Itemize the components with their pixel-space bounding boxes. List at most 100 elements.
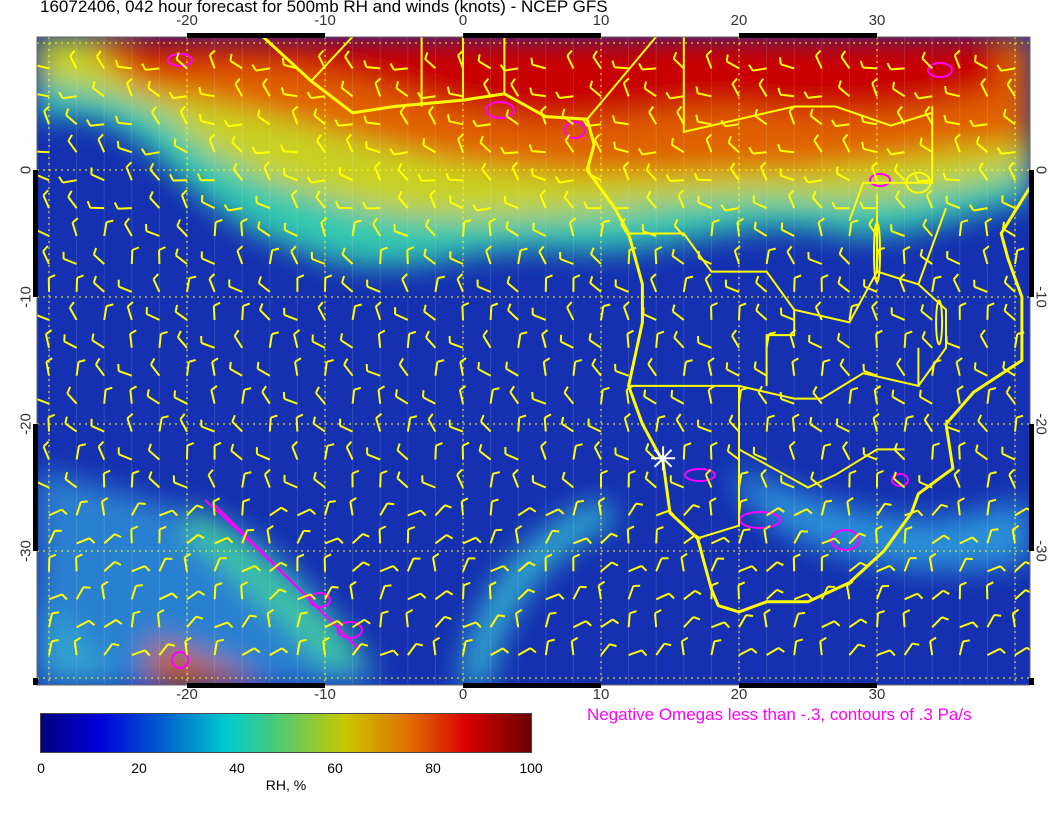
wind-barb [958, 639, 971, 656]
wind-barb [758, 78, 768, 97]
wind-barb [613, 141, 629, 154]
wind-barb [645, 163, 657, 181]
wind-barb [64, 472, 78, 489]
edge-bar-left [33, 424, 38, 551]
wind-barb [987, 565, 1007, 573]
wind-barb [655, 642, 672, 656]
wind-barb [213, 582, 223, 600]
wind-barb [973, 362, 988, 377]
wind-barb [344, 50, 354, 69]
wind-barb [627, 502, 644, 516]
wind-barb [753, 221, 768, 237]
wind-barb [600, 532, 618, 545]
wind-barb [174, 248, 188, 265]
wind-barb [296, 553, 305, 572]
wind-barb [655, 526, 664, 544]
wind-barb [37, 398, 50, 405]
wind-barb [159, 509, 179, 517]
wind-barb [600, 618, 620, 629]
wind-barb [876, 584, 890, 600]
wind-barb [511, 161, 520, 181]
wind-barb [748, 146, 767, 155]
wind-barb [351, 561, 370, 573]
wind-barb [149, 162, 161, 181]
wind-barb [541, 329, 549, 349]
wind-barb [996, 147, 1016, 155]
wind-barb [37, 167, 50, 182]
colorbar-tick: 40 [229, 760, 245, 776]
wind-barb [429, 189, 437, 209]
wind-barb [200, 419, 215, 433]
wind-barb [306, 91, 326, 100]
wind-barb [680, 552, 688, 572]
wind-barb [73, 636, 82, 656]
wind-barb [75, 274, 84, 292]
wind-barb [255, 447, 271, 461]
wind-barb [379, 246, 388, 265]
wind-barb [544, 274, 553, 292]
wind-barb [341, 247, 354, 265]
wind-barb [241, 564, 261, 573]
wind-barb [114, 59, 132, 70]
wind-barb [611, 60, 629, 70]
wind-barb [654, 246, 663, 265]
wind-barb [378, 525, 387, 544]
wind-barb [517, 647, 537, 656]
wind-barb [670, 137, 685, 154]
wind-barb [570, 636, 579, 656]
wind-barb [1002, 108, 1016, 126]
wind-barb [903, 526, 913, 544]
wind-barb [76, 537, 96, 545]
wind-barb [922, 218, 933, 237]
wind-barb [820, 358, 831, 376]
wind-barb [726, 444, 740, 461]
rh-wind-map [33, 33, 1034, 688]
colorbar-label: RH, % [265, 777, 307, 793]
wind-barb [283, 168, 298, 182]
wind-barb [211, 357, 219, 376]
wind-barb [507, 303, 519, 321]
wind-barb [986, 614, 1002, 628]
wind-barb [793, 274, 802, 292]
wind-barb [736, 217, 744, 237]
wind-barb [766, 647, 785, 656]
wind-barb [363, 60, 381, 70]
wind-barb [886, 147, 905, 156]
rh-colorbar [40, 713, 532, 753]
wind-barb [212, 301, 221, 320]
wind-barb [241, 498, 251, 516]
wind-barb [425, 330, 437, 349]
wind-barb [389, 148, 408, 156]
wind-barb [707, 357, 715, 376]
wind-barb [262, 77, 271, 97]
wind-barb [446, 86, 464, 98]
wind-barb [1006, 78, 1016, 97]
wind-barb [984, 217, 993, 237]
wind-barb [711, 621, 731, 629]
wind-barb [366, 279, 381, 293]
wind-barb [48, 529, 62, 544]
wind-barb [903, 557, 917, 572]
wind-barb [64, 416, 78, 433]
wind-barb [759, 161, 768, 181]
wind-barb [946, 250, 961, 265]
wind-barb [324, 500, 336, 516]
wind-barb [148, 471, 161, 489]
wind-barb [130, 502, 146, 516]
wind-barb [891, 389, 906, 405]
wind-barb [196, 173, 215, 182]
wind-barb [643, 389, 657, 405]
wind-barb [117, 363, 133, 377]
wind-barb [720, 204, 740, 212]
wind-barb [103, 642, 120, 656]
wind-barb [158, 557, 173, 572]
wind-barb [791, 413, 800, 432]
wind-barb [207, 468, 216, 488]
wind-barb [1014, 589, 1030, 601]
wind-barb [811, 190, 823, 209]
wind-barb [760, 468, 768, 488]
wind-barb [863, 279, 878, 293]
wind-barb [982, 245, 990, 265]
wind-barb [176, 219, 188, 237]
wind-barb [75, 586, 91, 600]
